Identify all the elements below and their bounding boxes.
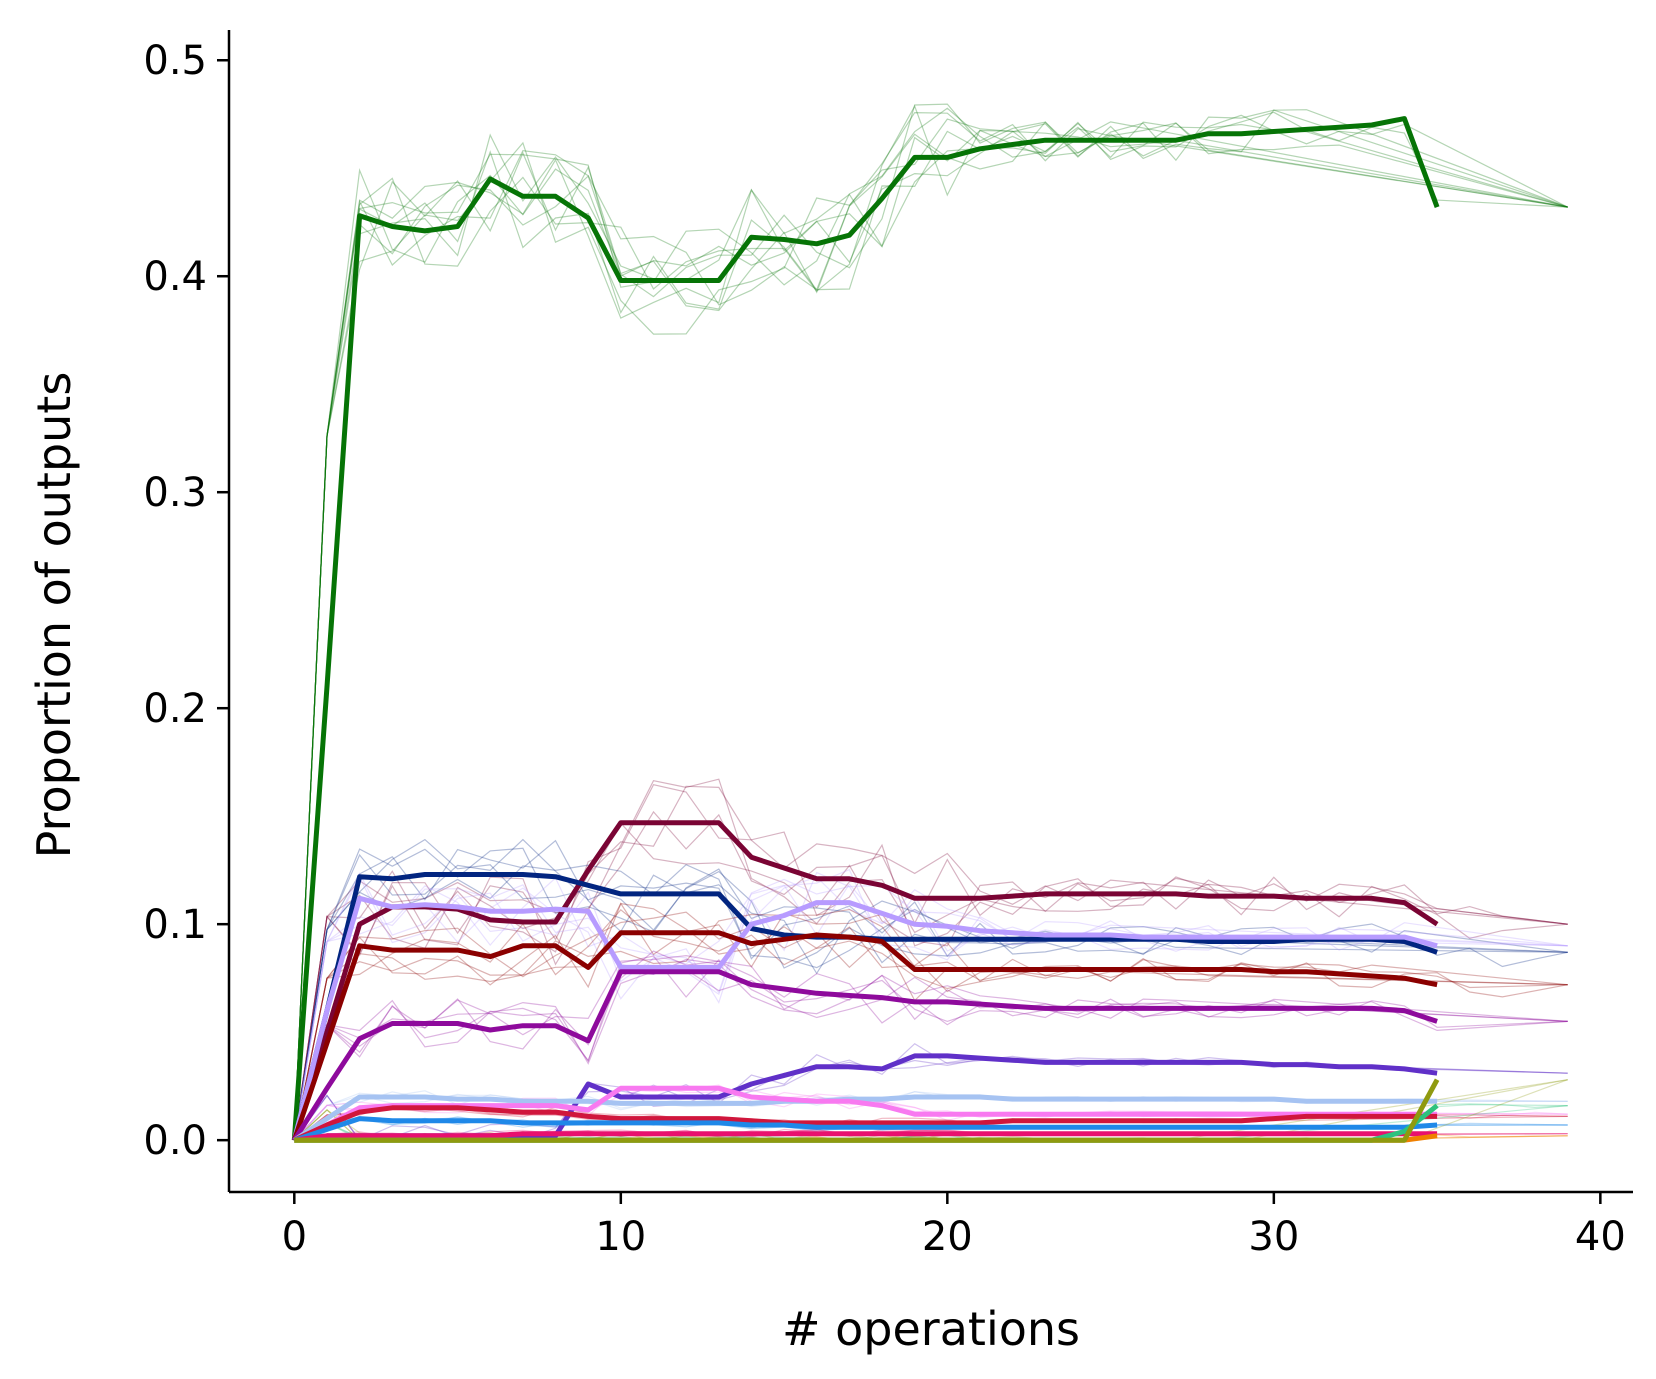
x-tick-label: 0 [282, 1214, 307, 1260]
x-axis-label: # operations [782, 1302, 1080, 1356]
faint-run-line [293, 876, 1568, 1141]
y-ticks: 0.0 0.1 0.2 0.3 0.4 0.5 [143, 38, 229, 1164]
series-line-5 [291, 930, 1438, 1141]
faint-run-line [293, 954, 1568, 1141]
faint-run-line [293, 969, 1568, 1141]
faint-run-line [293, 785, 1568, 1141]
faint-run-line [293, 784, 1568, 1141]
series-line-2 [291, 820, 1439, 1141]
y-tick-label: 0.4 [143, 254, 207, 300]
series-lines [291, 116, 1440, 1143]
x-tick-label: 40 [1575, 1214, 1626, 1260]
faint-run-line [293, 114, 1568, 1141]
series-line-4 [291, 895, 1438, 1141]
series-line-11 [293, 1116, 1438, 1143]
faint-run-line [293, 838, 1568, 1141]
faint-run-line [293, 902, 1568, 1141]
faint-run-line [293, 121, 1568, 1141]
faint-run-line [293, 908, 1568, 1141]
y-tick-label: 0.3 [143, 470, 207, 516]
series-line-15 [294, 1078, 1440, 1143]
faint-run-line [293, 111, 1568, 1141]
faint-run-line [293, 109, 1568, 1141]
faint-run-line [293, 868, 1568, 1141]
faint-run-line [293, 958, 1568, 1141]
faint-run-line [293, 955, 1568, 1141]
y-tick-label: 0.0 [143, 1118, 207, 1164]
series-line-9 [293, 1085, 1438, 1143]
series-line-10 [293, 1105, 1438, 1143]
series-line-6 [292, 969, 1438, 1142]
faint-run-line [293, 950, 1568, 1141]
faint-run-line [293, 107, 1568, 1141]
series-line-8 [292, 1094, 1438, 1143]
faint-run-line [293, 104, 1568, 1141]
faint-run-line [293, 875, 1568, 1141]
y-tick-label: 0.5 [143, 38, 207, 84]
y-axis-label: Proportion of outputs [27, 372, 81, 859]
faint-run-lines [293, 103, 1568, 1141]
faint-run-line [293, 122, 1568, 1141]
series-line-12 [293, 1131, 1438, 1143]
x-tick-label: 20 [922, 1214, 973, 1260]
faint-run-line [293, 109, 1568, 1141]
faint-run-line [293, 103, 1568, 1141]
x-ticks: 0 10 20 30 40 [282, 1192, 1626, 1260]
faint-run-line [293, 118, 1568, 1141]
faint-run-line [293, 810, 1568, 1141]
x-tick-label: 10 [595, 1214, 646, 1260]
faint-run-line [293, 911, 1568, 1141]
x-tick-label: 30 [1248, 1214, 1299, 1260]
y-tick-label: 0.2 [143, 686, 207, 732]
series-line-1 [291, 116, 1440, 1141]
y-tick-label: 0.1 [143, 902, 207, 948]
